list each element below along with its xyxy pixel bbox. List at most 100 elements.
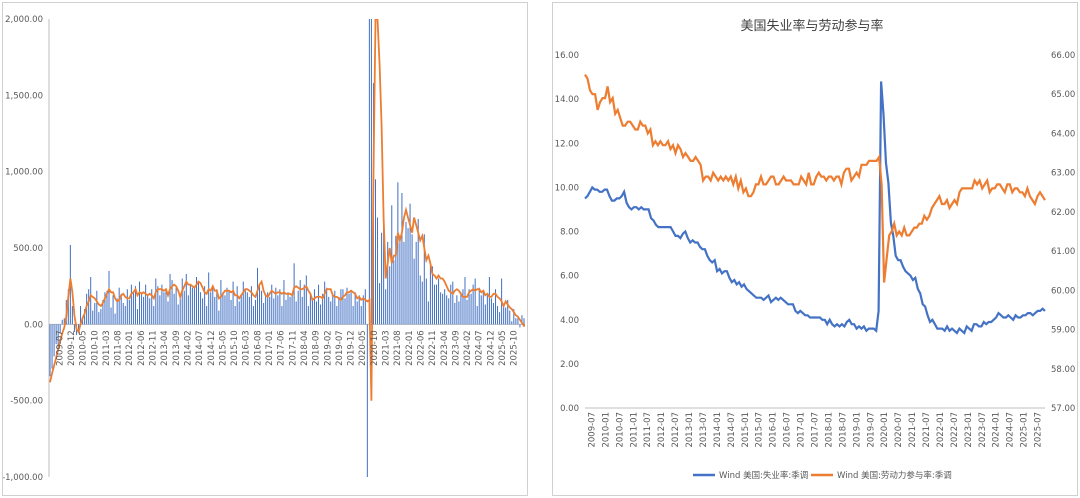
x-tick-label: 2022-11 (428, 330, 438, 366)
x-tick-label: 2021-03 (382, 330, 392, 366)
x-tick-label: 2014-01 (713, 412, 723, 448)
x-tick-label: 2023-04 (440, 330, 450, 366)
bar-mark (55, 324, 57, 345)
bar-mark (271, 284, 273, 325)
bar-mark (210, 292, 212, 325)
y-tick-label: 1,500.00 (5, 91, 43, 101)
bar-mark (285, 299, 287, 325)
bar-mark (63, 318, 65, 325)
bar-mark (195, 277, 197, 325)
bar-mark (482, 290, 484, 325)
bar-mark (379, 283, 381, 325)
x-tick-label: 2025-01 (1020, 412, 1030, 448)
x-tick-label: 2011-08 (114, 330, 124, 366)
bar-mark (297, 290, 299, 325)
right-y-tick-label: 58.00 (1051, 365, 1075, 375)
bar-mark (145, 284, 147, 325)
x-tick-label: 2022-06 (416, 330, 426, 366)
bar-mark (128, 299, 130, 325)
bar-mark (222, 292, 224, 325)
x-tick-label: 2024-02 (463, 330, 473, 366)
bar-mark (120, 293, 122, 325)
x-tick-label: 2015-07 (755, 412, 765, 448)
x-tick-label: 2012-11 (149, 330, 159, 366)
x-tick-label: 2019-12 (347, 330, 357, 366)
x-tick-label: 2012-01 (657, 412, 667, 448)
bar-mark (440, 292, 442, 325)
legend-label-unemployment: Wind 美国:失业率:季调 (719, 470, 808, 481)
right-y-tick-label: 59.00 (1051, 326, 1075, 336)
bar-mark (157, 286, 159, 325)
bar-mark (377, 217, 379, 325)
x-tick-label: 2020-07 (894, 412, 904, 448)
bar-mark (303, 284, 305, 325)
x-tick-label: 2019-07 (335, 330, 345, 366)
x-tick-label: 2019-07 (866, 412, 876, 448)
moving-average-line (49, 19, 525, 401)
bar-mark (230, 299, 232, 325)
bar-mark (165, 290, 167, 325)
bar-mark (521, 315, 523, 325)
bar-mark (356, 301, 358, 325)
right-chart-panel: 美国失业率与劳动参与率 16.00 14.00 12.00 10.00 8.00 6.00 4… (552, 2, 1078, 496)
bar-mark (492, 302, 494, 325)
bar-mark (505, 307, 507, 325)
bar-mark (474, 278, 476, 325)
x-tick-label: 2016-01 (769, 412, 779, 448)
x-tick-label: 2013-04 (160, 330, 170, 366)
bar-mark (324, 281, 326, 325)
right-y-tick-label: 61.00 (1051, 247, 1075, 257)
x-tick-label: 2018-01 (824, 412, 834, 448)
bar-mark (59, 324, 61, 334)
x-tick-label: 2011-07 (643, 412, 653, 448)
bar-mark (202, 298, 204, 325)
bar-mark (403, 241, 405, 325)
bar-mark (309, 293, 311, 325)
bar-mark (450, 284, 452, 325)
x-tick-label: 2016-07 (783, 412, 793, 448)
bar-mark (460, 292, 462, 325)
bar-mark (267, 292, 269, 325)
bar-mark (393, 260, 395, 325)
bar-mark (204, 286, 206, 325)
x-tick-label: 2019-02 (323, 330, 333, 366)
bar-mark (342, 289, 344, 325)
bar-mark (183, 290, 185, 325)
bar-mark (417, 218, 419, 325)
bar-mark (476, 306, 478, 325)
bar-mark (511, 321, 513, 325)
right-y-tick-label: 65.00 (1051, 90, 1075, 100)
bar-mark (425, 278, 427, 325)
bar-mark (305, 275, 307, 325)
bar-mark (287, 292, 289, 325)
bar-mark (480, 295, 482, 325)
bar-mark (171, 280, 173, 325)
bar-mark (118, 287, 120, 325)
x-tick-label: 2016-08 (253, 330, 263, 366)
bar-mark (399, 235, 401, 325)
bar-mark (106, 290, 108, 325)
bar-mark (328, 296, 330, 325)
bar-mark (141, 292, 143, 325)
bar-mark (315, 301, 318, 325)
bar-mark (411, 234, 413, 325)
bar-mark (254, 299, 256, 325)
bar-mark (265, 293, 267, 325)
bar-mark (269, 296, 271, 325)
x-tick-label: 2018-07 (838, 412, 848, 448)
bar-mark (344, 298, 346, 325)
bar-mark (381, 232, 383, 325)
bar-mark (114, 313, 116, 325)
bar-mark (352, 306, 354, 325)
y-tick-label: -1,000.00 (3, 473, 43, 483)
bar-mark (84, 309, 86, 325)
y-tick-label: -500.00 (10, 397, 43, 407)
bar-mark (238, 301, 240, 325)
bar-mark (104, 292, 106, 325)
x-tick-label: 2014-07 (727, 412, 737, 448)
bar-mark (212, 286, 214, 325)
bar-mark (405, 222, 407, 325)
bar-mark (189, 284, 191, 325)
bar-mark (407, 228, 409, 325)
bar-mark (116, 298, 118, 325)
